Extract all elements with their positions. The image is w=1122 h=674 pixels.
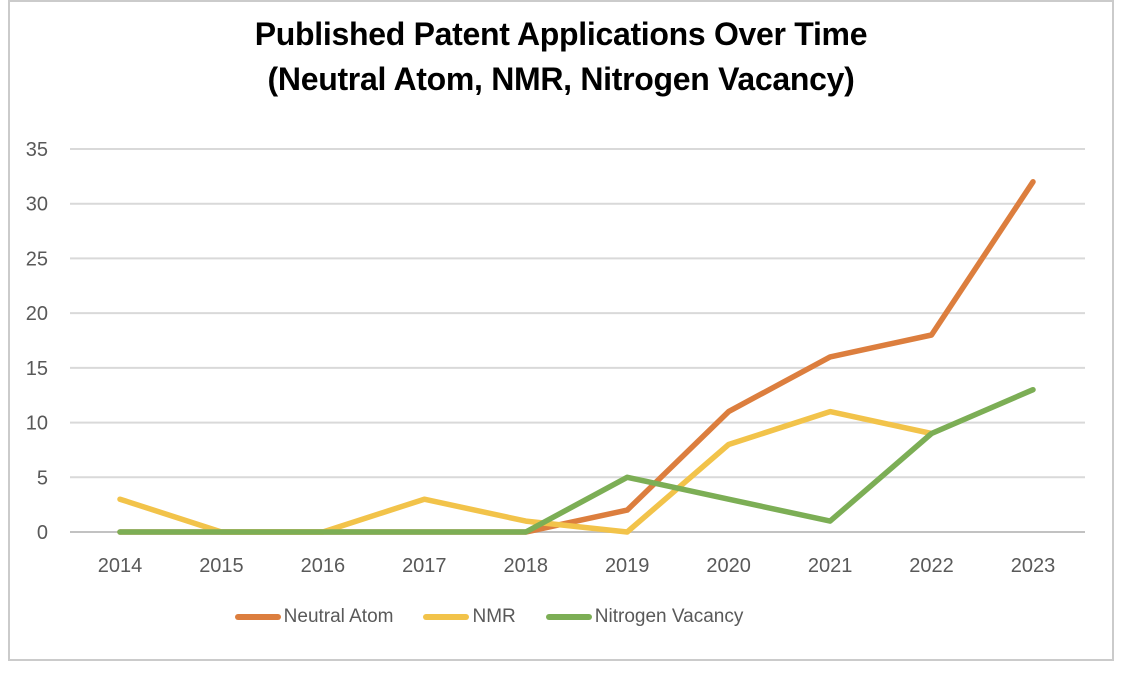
y-axis-tick-label: 20 [26,303,48,325]
legend-swatch-icon [423,614,470,620]
x-axis-tick-label: 2020 [706,555,751,577]
x-axis-tick-label: 2021 [808,555,853,577]
x-axis-tick-label: 2022 [909,555,954,577]
x-axis-tick-label: 2018 [504,555,549,577]
x-axis-tick-label: 2014 [98,555,143,577]
y-axis-tick-label: 25 [26,248,48,270]
x-axis-tick-label: 2019 [605,555,650,577]
chart-title-line-2: (Neutral Atom, NMR, Nitrogen Vacancy) [267,61,855,97]
y-axis-tick-label: 0 [37,522,48,544]
y-axis-tick-label: 5 [37,467,48,489]
x-axis-tick-label: 2015 [199,555,244,577]
x-axis-tick-label: 2016 [301,555,346,577]
plot-area: 0 5 10 15 20 25 30 35 2014 2015 2016 2017 2018 2019 20… [26,139,1085,577]
legend-swatch-icon [234,614,281,620]
x-axis-tick-label: 2017 [402,555,447,577]
legend-label: Neutral Atom [283,606,394,627]
chart-title: Published Patent Applications Over Time … [10,12,1112,102]
series-line-neutral-atom [117,179,1036,535]
legend-item-nitrogen-vacancy: Nitrogen Vacancy [545,606,744,628]
chart-frame: Published Patent Applications Over Time … [8,0,1114,661]
y-axis-tick-label: 10 [26,413,48,435]
chart-legend: Neutral Atom NMR Nitrogen Vacancy [0,606,1040,628]
chart-title-line-1: Published Patent Applications Over Time [254,16,868,52]
series-line-nitrogen-vacancy [117,386,1036,535]
legend-item-neutral-atom: Neutral Atom [234,606,394,628]
legend-swatch-icon [545,614,592,620]
y-axis-tick-label: 30 [26,194,48,216]
legend-label: NMR [472,606,516,627]
y-axis-tick-label: 15 [26,358,48,380]
legend-label: Nitrogen Vacancy [594,606,744,627]
y-axis-tick-label: 35 [26,139,48,161]
legend-item-nmr: NMR [423,606,516,628]
x-axis-tick-label: 2023 [1011,555,1056,577]
